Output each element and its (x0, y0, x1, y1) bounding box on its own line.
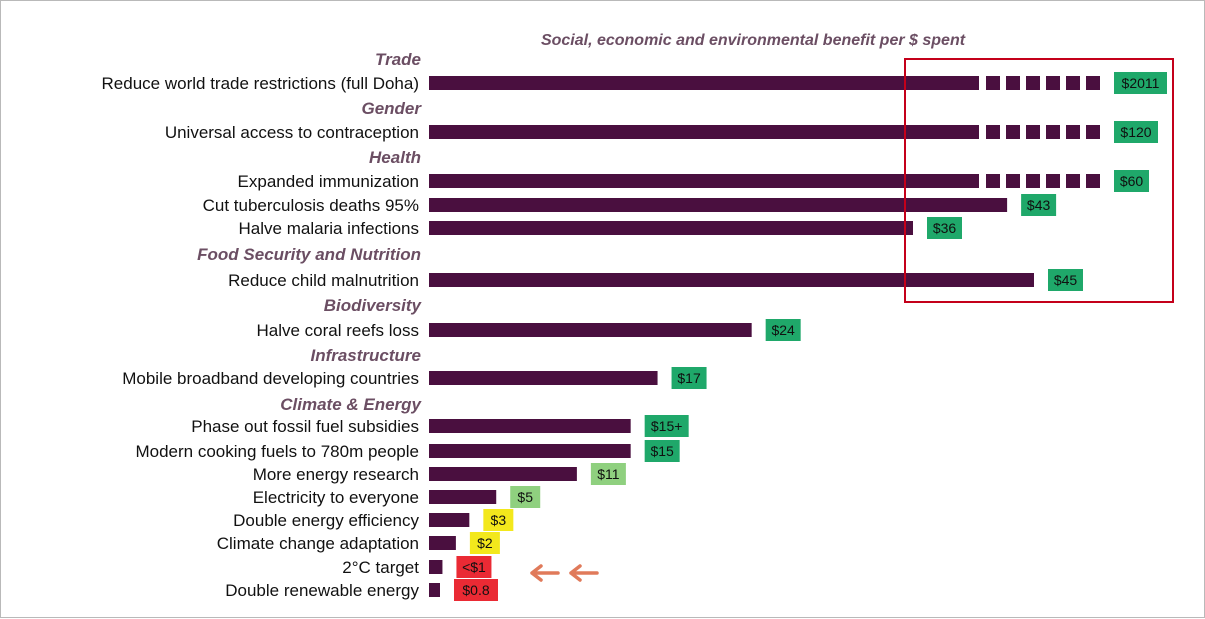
value-badge (469, 532, 500, 554)
bar-break-segment (1066, 125, 1080, 139)
value-badge (454, 579, 498, 601)
bar-break-segment (1046, 76, 1060, 90)
bar-break-segment (986, 76, 1000, 90)
category-label: Food Security and Nutrition (197, 245, 421, 264)
bar-break-segment (1066, 174, 1080, 188)
bar (429, 76, 979, 90)
bar (429, 536, 456, 550)
bar-label: Reduce world trade restrictions (full Do… (102, 74, 419, 93)
value-badge (510, 486, 541, 508)
bar-label: Expanded immunization (238, 172, 419, 191)
value-badge (1114, 170, 1149, 192)
bar-label: 2°C target (342, 558, 419, 577)
value-badge (1114, 121, 1158, 143)
value-label: $17 (677, 370, 701, 386)
bar-break-segment (986, 125, 1000, 139)
category-label: Infrastructure (310, 346, 421, 365)
category-label: Trade (375, 50, 421, 69)
bar-break-segment (1086, 125, 1100, 139)
value-badge (644, 440, 680, 462)
bar-label: Climate change adaptation (217, 534, 419, 553)
bar-break-segment (1086, 76, 1100, 90)
bar (429, 419, 631, 433)
bar (429, 583, 440, 597)
bar-break-segment (1046, 174, 1060, 188)
bar-label: Electricity to everyone (253, 488, 419, 507)
bar-break-segment (1026, 174, 1040, 188)
bar-label: Double renewable energy (225, 581, 419, 600)
value-badge (671, 367, 707, 389)
value-label: $11 (597, 466, 620, 482)
bar (429, 371, 658, 385)
value-label: $2 (477, 535, 493, 551)
value-label: $24 (771, 322, 795, 338)
bar-label: Mobile broadband developing countries (122, 369, 419, 388)
category-label: Climate & Energy (280, 395, 422, 414)
bar-break-segment (1046, 125, 1060, 139)
bar (429, 490, 497, 504)
value-label: $15+ (651, 418, 683, 434)
value-label: $60 (1120, 173, 1144, 189)
bar-break-segment (1086, 174, 1100, 188)
bar (429, 125, 979, 139)
bar-label: Modern cooking fuels to 780m people (135, 442, 419, 461)
value-label: $5 (517, 489, 533, 505)
value-badge (1021, 194, 1057, 216)
bar-break-segment (986, 174, 1000, 188)
bar (429, 323, 752, 337)
bar-label: Halve coral reefs loss (256, 321, 419, 340)
value-label: $3 (491, 512, 507, 528)
value-label: $0.8 (462, 582, 489, 598)
bar (429, 560, 443, 574)
bar (429, 467, 577, 481)
bar-label: Halve malaria infections (239, 219, 419, 238)
value-label: $43 (1027, 197, 1051, 213)
bar-break-segment (1006, 125, 1020, 139)
category-label: Health (369, 148, 421, 167)
value-badge (1048, 269, 1083, 291)
bar-break-segment (1006, 76, 1020, 90)
bar-label: Double energy efficiency (233, 511, 419, 530)
arrow-left-icon (530, 564, 560, 582)
bar (429, 273, 1034, 287)
bar-break-segment (1006, 174, 1020, 188)
value-label: $120 (1120, 124, 1151, 140)
value-badge (927, 217, 962, 239)
value-badge (765, 319, 801, 341)
value-label: <$1 (462, 559, 486, 575)
bar-break-segment (1026, 125, 1040, 139)
chart-title: Social, economic and environmental benef… (541, 32, 966, 49)
bar-break-segment (1066, 76, 1080, 90)
value-badge (590, 463, 626, 485)
bar (429, 444, 631, 458)
arrow-left-icon (569, 564, 599, 582)
bar (429, 198, 1008, 212)
bar-label: Phase out fossil fuel subsidies (191, 417, 419, 436)
bar-label: Reduce child malnutrition (228, 271, 419, 290)
bar (429, 221, 913, 235)
category-label: Biodiversity (324, 296, 423, 315)
bar (429, 174, 979, 188)
value-badge (1114, 72, 1167, 94)
bar-break-segment (1026, 76, 1040, 90)
value-badge (644, 415, 689, 437)
value-label: $36 (933, 220, 957, 236)
value-label: $45 (1054, 272, 1078, 288)
highlight-box (904, 58, 1174, 303)
value-badge (483, 509, 514, 531)
value-badge (456, 556, 492, 578)
value-label: $2011 (1122, 75, 1160, 91)
bar-label: Cut tuberculosis deaths 95% (203, 196, 419, 215)
bar-label: Universal access to contraception (165, 123, 419, 142)
category-label: Gender (361, 99, 422, 118)
bar (429, 513, 470, 527)
value-label: $15 (650, 443, 674, 459)
bar-label: More energy research (253, 465, 419, 484)
